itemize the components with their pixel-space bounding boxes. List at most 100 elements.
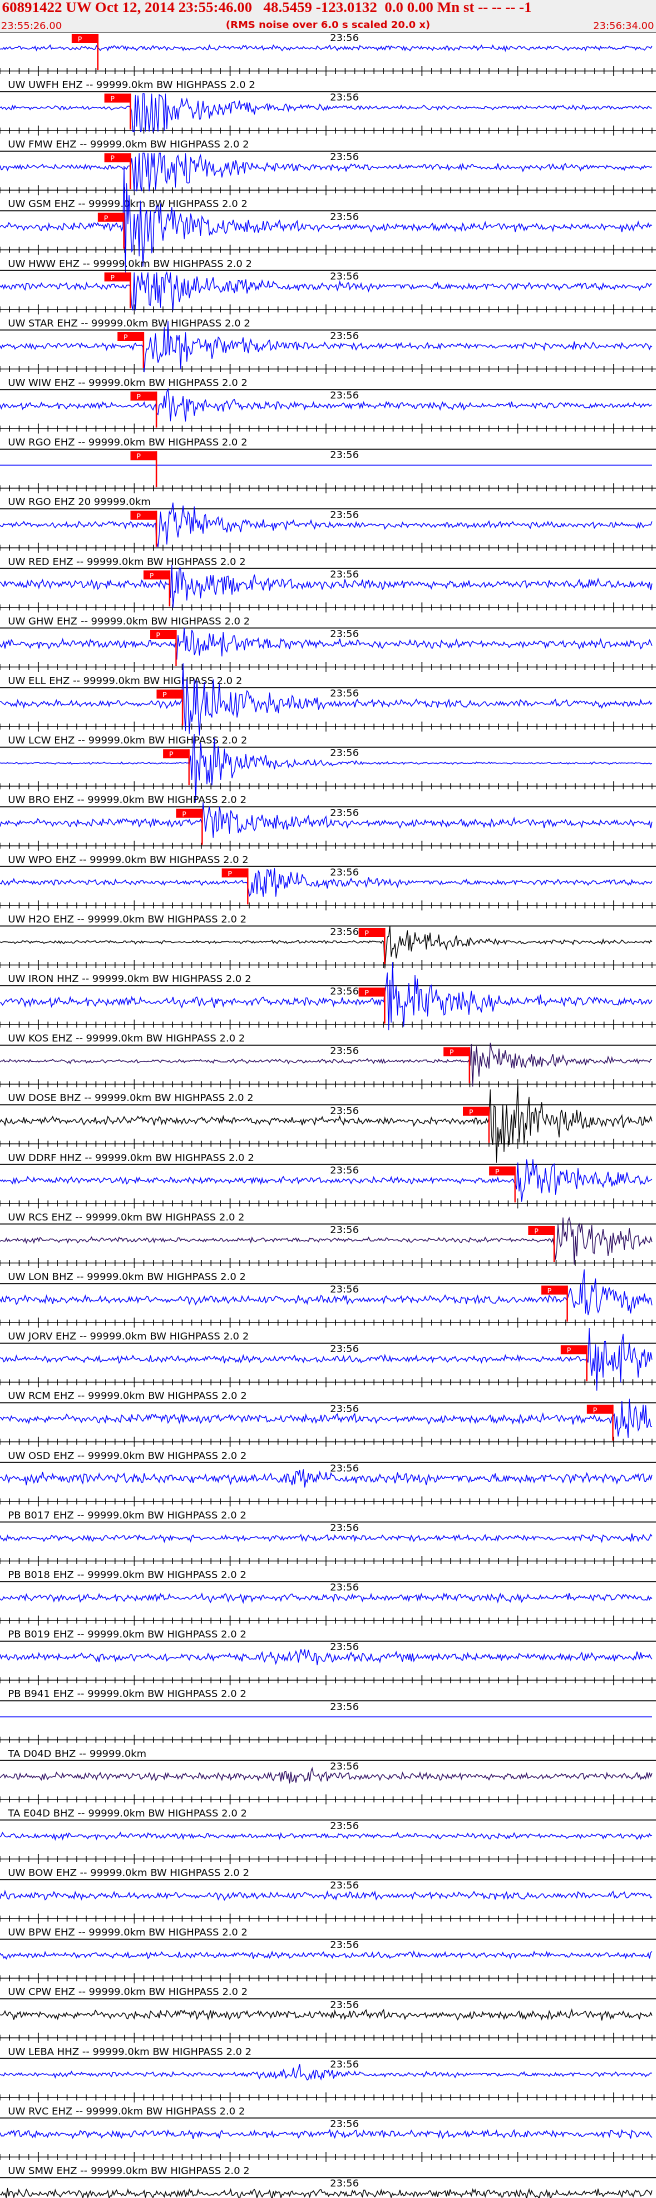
pick-label: P xyxy=(136,453,140,461)
waveform xyxy=(0,2063,653,2081)
minute-label: 23:56 xyxy=(330,271,359,282)
waveform xyxy=(0,320,653,373)
pick-label: P xyxy=(136,512,140,520)
station-label: UW BOW EHZ -- 99999.0km BW HIGHPASS 2.0 … xyxy=(8,1868,249,1879)
minute-label: 23:56 xyxy=(330,1225,359,1236)
station-label: UW KOS EHZ -- 99999.0km BW HIGHPASS 2.0 … xyxy=(8,1034,245,1045)
station-label: UW GHW EHZ -- 99999.0km BW HIGHPASS 2.0 … xyxy=(8,616,250,627)
waveform xyxy=(0,1159,653,1202)
waveform xyxy=(0,1889,653,1902)
pick-box xyxy=(221,868,248,878)
pick-label: P xyxy=(110,95,114,103)
waveform xyxy=(0,93,653,133)
minute-label: 23:56 xyxy=(330,331,359,342)
pick-label: P xyxy=(547,1287,551,1295)
pick-label: P xyxy=(469,1108,473,1116)
station-label: UW WIW EHZ -- 99999.0km BW HIGHPASS 2.0 … xyxy=(8,378,247,389)
minute-label: 23:56 xyxy=(330,1463,359,1474)
station-label: UW DDRF HHZ -- 99999.0km BW HIGHPASS 2.0… xyxy=(8,1153,254,1164)
minute-label: 23:56 xyxy=(330,629,359,640)
pick-box xyxy=(71,34,98,43)
waveform xyxy=(0,502,653,548)
station-label: UW STAR EHZ -- 99999.0km BW HIGHPASS 2.0… xyxy=(8,318,250,329)
pick-box xyxy=(104,272,131,282)
minute-label: 23:56 xyxy=(330,450,359,461)
pick-label: P xyxy=(78,36,82,44)
station-label: UW UWFH EHZ -- 99999.0km BW HIGHPASS 2.0… xyxy=(8,80,255,91)
waveform xyxy=(0,733,653,803)
waveform xyxy=(0,2008,653,2021)
waveform xyxy=(0,925,653,969)
waveform xyxy=(0,152,653,192)
waveform xyxy=(0,1042,653,1087)
minute-label: 23:56 xyxy=(330,391,359,402)
pick-box xyxy=(358,987,385,997)
station-label: UW CPW EHZ -- 99999.0km BW HIGHPASS 2.0 … xyxy=(8,1987,248,1998)
station-label: UW FMW EHZ -- 99999.0km BW HIGHPASS 2.0 … xyxy=(8,140,249,151)
station-label: UW RGO EHZ -- 99999.0km BW HIGHPASS 2.0 … xyxy=(8,438,247,449)
minute-label: 23:56 xyxy=(330,2179,359,2190)
minute-label: 23:56 xyxy=(330,808,359,819)
minute-label: 23:56 xyxy=(330,1106,359,1117)
pick-label: P xyxy=(567,1347,571,1355)
waveform xyxy=(0,1398,653,1438)
minute-label: 23:56 xyxy=(330,212,359,223)
station-label: PB B018 EHZ -- 99999.0km BW HIGHPASS 2.0… xyxy=(8,1570,246,1581)
start-time: 23:55:26.00 xyxy=(1,21,62,32)
pick-label: P xyxy=(104,214,108,222)
station-label: UW RCS EHZ -- 99999.0km BW HIGHPASS 2.0 … xyxy=(8,1212,245,1223)
waveform xyxy=(0,271,653,311)
waveform xyxy=(0,1327,653,1391)
pick-box xyxy=(163,749,190,759)
waveform xyxy=(0,1592,653,1605)
station-label: UW RVC EHZ -- 99999.0km BW HIGHPASS 2.0 … xyxy=(8,2106,245,2117)
station-label: UW JORV EHZ -- 99999.0km BW HIGHPASS 2.0… xyxy=(8,1332,249,1343)
pick-label: P xyxy=(449,1049,453,1057)
pick-box xyxy=(143,570,170,580)
station-label: PB B017 EHZ -- 99999.0km BW HIGHPASS 2.0… xyxy=(8,1510,246,1521)
minute-label: 23:56 xyxy=(330,927,359,938)
pick-box xyxy=(176,808,203,818)
pick-label: P xyxy=(228,870,232,878)
station-label: UW BRO EHZ -- 99999.0km BW HIGHPASS 2.0 … xyxy=(8,795,246,806)
minute-label: 23:56 xyxy=(330,569,359,580)
station-label: UW BPW EHZ -- 99999.0km BW HIGHPASS 2.0 … xyxy=(8,1928,248,1939)
station-label: UW RCM EHZ -- 99999.0km BW HIGHPASS 2.0 … xyxy=(8,1391,247,1402)
waveform xyxy=(0,627,653,660)
minute-label: 23:56 xyxy=(330,2000,359,2011)
event-title: 60891422 UW Oct 12, 2014 23:55:46.00 48.… xyxy=(2,0,532,16)
station-label: UW GSM EHZ -- 99999.0km BW HIGHPASS 2.0 … xyxy=(8,199,247,210)
waveform xyxy=(0,1216,653,1265)
waveform xyxy=(0,165,653,273)
seismogram-plot: 23:56 P UW UWFH EHZ -- 99999.0km BW HIGHPA… xyxy=(0,32,656,2198)
pick-label: P xyxy=(136,393,140,401)
waveform xyxy=(0,802,653,838)
waveform xyxy=(0,43,653,53)
minute-label: 23:56 xyxy=(330,1642,359,1653)
minute-label: 23:56 xyxy=(330,1285,359,1296)
pick-label: P xyxy=(365,989,369,997)
waveform xyxy=(0,2128,653,2140)
waveform xyxy=(0,663,653,736)
minute-label: 23:56 xyxy=(330,1344,359,1355)
minute-label: 23:56 xyxy=(330,867,359,878)
station-label: TA D04D BHZ -- 99999.0km xyxy=(7,1749,146,1760)
station-label: UW LEBA HHZ -- 99999.0km BW HIGHPASS 2.0… xyxy=(8,2047,252,2058)
minute-label: 23:56 xyxy=(330,1165,359,1176)
minute-label: 23:56 xyxy=(330,1046,359,1057)
pick-label: P xyxy=(156,632,160,640)
pick-box xyxy=(150,630,177,639)
station-label: UW IRON HHZ -- 99999.0km BW HIGHPASS 2.0… xyxy=(8,974,251,985)
rms-note: (RMS noise over 6.0 s scaled 20.0 x) xyxy=(225,20,431,31)
waveform xyxy=(0,387,653,422)
pick-box xyxy=(130,451,157,461)
pick-label: P xyxy=(534,1228,538,1236)
minute-label: 23:56 xyxy=(330,152,359,163)
waveform xyxy=(0,564,653,608)
pick-box xyxy=(358,928,385,937)
pick-box xyxy=(156,689,183,699)
station-label: UW WPO EHZ -- 99999.0km BW HIGHPASS 2.0 … xyxy=(8,855,249,866)
pick-label: P xyxy=(123,334,127,342)
station-label: PB B941 EHZ -- 99999.0km BW HIGHPASS 2.0… xyxy=(8,1689,246,1700)
minute-label: 23:56 xyxy=(330,987,359,998)
